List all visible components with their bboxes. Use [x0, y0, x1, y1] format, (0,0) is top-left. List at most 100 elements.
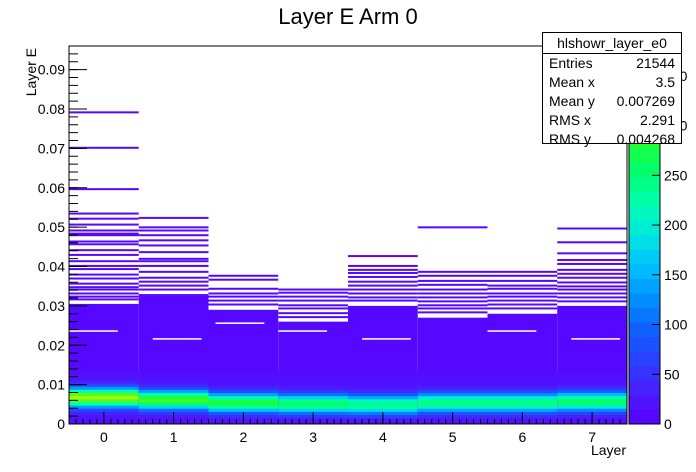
layer-column	[138, 216, 209, 425]
density-cell	[557, 405, 627, 409]
density-cell	[417, 401, 488, 406]
sparse-cell	[557, 296, 627, 299]
density-cell	[69, 405, 139, 409]
density-cell	[138, 398, 209, 403]
sparse-cell	[208, 292, 279, 295]
density-cell	[557, 392, 627, 397]
density-cell	[278, 398, 348, 403]
stats-row: Entries 21544	[543, 54, 681, 73]
density-cell	[417, 379, 488, 384]
density-cell	[557, 398, 627, 403]
y-axis-label: Layer E	[23, 48, 39, 96]
density-cell	[69, 376, 139, 381]
sparse-cell	[348, 299, 418, 302]
sparse-cell	[487, 274, 558, 277]
stats-row: Mean x 3.5	[543, 73, 681, 92]
sparse-cell	[557, 252, 627, 255]
density-cell	[138, 392, 209, 397]
sparse-cell	[208, 274, 279, 277]
sparse-cell	[69, 286, 139, 289]
colorbar-segment	[629, 351, 660, 367]
layer-column	[557, 227, 627, 425]
stats-value: 0.004268	[616, 131, 675, 147]
sparse-cell	[208, 295, 279, 298]
stats-label: RMS y	[549, 131, 591, 147]
sparse-cell	[69, 234, 139, 237]
colorbar-segment	[629, 162, 660, 178]
empty-bin	[487, 330, 537, 332]
sparse-cell	[69, 223, 139, 226]
sparse-cell	[348, 268, 418, 271]
density-cell	[69, 383, 139, 387]
density-cell	[208, 370, 279, 375]
density-cell	[417, 392, 488, 397]
colorbar-segment	[629, 336, 660, 352]
density-cell	[278, 376, 348, 381]
colorbar-segment	[629, 249, 660, 265]
density-cell	[278, 395, 348, 400]
sparse-cell	[69, 243, 139, 246]
density-cell	[557, 408, 627, 412]
y-tick-label: 0.02	[38, 337, 65, 353]
density-cell	[278, 386, 348, 390]
density-cell	[208, 398, 279, 403]
sparse-cell	[417, 288, 488, 291]
stats-label: RMS x	[549, 112, 591, 128]
stats-value: 3.5	[655, 74, 675, 90]
sparse-cell	[278, 299, 348, 302]
sparse-cell	[138, 288, 209, 291]
x-tick-label: 2	[239, 429, 247, 445]
sparse-cell	[69, 146, 139, 149]
density-cell	[417, 405, 488, 409]
y-tick-label: 0.05	[38, 219, 65, 235]
sparse-cell	[138, 216, 209, 219]
sparse-cell	[417, 270, 488, 273]
y-tick-label: 0.07	[38, 140, 65, 156]
density-cell	[69, 373, 139, 378]
sparse-cell	[417, 274, 488, 277]
sparse-cell	[417, 296, 488, 299]
sparse-cell	[348, 284, 418, 287]
sparse-cell	[278, 307, 348, 310]
heatmap-cells	[69, 111, 627, 425]
sparse-cell	[138, 234, 209, 237]
sparse-cell	[69, 273, 139, 276]
density-cell	[278, 401, 348, 406]
density-cell	[138, 373, 209, 378]
density-cell	[278, 392, 348, 397]
sparse-cell	[557, 227, 627, 230]
sparse-cell	[138, 264, 209, 267]
y-tick-label: 0.06	[38, 180, 65, 196]
sparse-cell	[487, 295, 558, 298]
x-axis-label: Layer	[591, 442, 626, 458]
density-cell	[69, 408, 139, 412]
colorbar-tick-label: 0	[664, 416, 672, 432]
density-cell	[69, 392, 139, 397]
density-cell	[348, 386, 418, 390]
density-cell	[208, 392, 279, 397]
sparse-cell	[69, 277, 139, 280]
x-tick-label: 7	[588, 429, 596, 445]
density-cell	[138, 379, 209, 384]
density-cell	[348, 389, 418, 393]
sparse-cell	[69, 295, 139, 298]
density-cell	[69, 389, 139, 393]
sparse-cell	[557, 262, 627, 265]
layer-column	[208, 274, 279, 425]
sparse-cell	[69, 249, 139, 252]
sparse-cell	[69, 292, 139, 295]
density-cell	[208, 373, 279, 378]
sparse-cell	[278, 291, 348, 294]
density-cell	[417, 370, 488, 375]
colorbar-segment	[629, 176, 660, 192]
x-tick-label: 3	[309, 429, 317, 445]
density-cell	[69, 379, 139, 384]
colorbar-tick-label: 200	[664, 217, 688, 233]
density-cell	[138, 386, 209, 390]
sparse-cell	[487, 299, 558, 302]
sparse-cell	[69, 288, 139, 291]
density-cell	[417, 398, 488, 403]
colorbar-segment	[629, 380, 660, 396]
sparse-cell	[69, 232, 139, 235]
stats-box: hlshowr_layer_e0 Entries 21544 Mean x 3.5 Me…	[542, 32, 682, 147]
